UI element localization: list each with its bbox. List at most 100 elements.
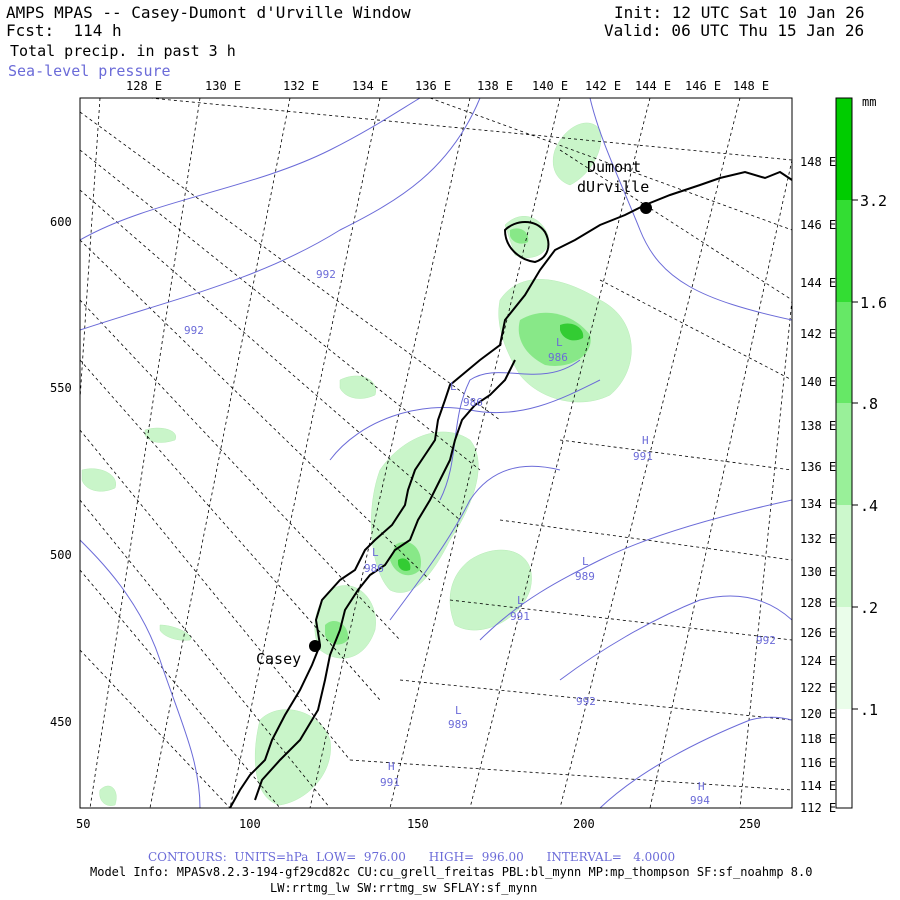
precip-area: [99, 785, 117, 806]
forecast-hour: Fcst: 114 h: [6, 21, 122, 40]
y-tick: 600: [50, 215, 72, 229]
lon-label: 138 E: [477, 79, 513, 93]
lon-label: 144 E: [635, 79, 671, 93]
precip-core: [325, 620, 349, 645]
lon-label: 112 E: [800, 801, 836, 815]
isobar-label: 992: [184, 324, 204, 337]
y-axis-ticks: 600 550 500 450: [50, 215, 72, 729]
isobar-labels: 992 992 986 986 986 989 989 991 991 992 …: [184, 268, 776, 807]
lon-label: 114 E: [800, 779, 836, 793]
isobar-label: 991: [380, 776, 400, 789]
top-lon-labels: 128 E 130 E 132 E 134 E 136 E 138 E 140 …: [126, 79, 769, 93]
lon-label: 116 E: [800, 756, 836, 770]
lon-label: 148 E: [733, 79, 769, 93]
station-marker-casey: [309, 640, 321, 652]
high-center: H: [388, 760, 395, 773]
isobar-label: 992: [756, 634, 776, 647]
precip-area: [144, 427, 177, 443]
lon-label: 148 E: [800, 155, 836, 169]
x-tick: 100: [239, 817, 261, 831]
colorbar-label: 3.2: [860, 192, 887, 210]
lon-label: 146 E: [800, 218, 836, 232]
colorbar-swatch: [836, 403, 852, 505]
right-lon-labels: 148 E 146 E 144 E 142 E 140 E 138 E 136 …: [800, 155, 836, 815]
colorbar-swatch: [836, 505, 852, 607]
isobar-label: 992: [316, 268, 336, 281]
precip-area: [255, 709, 331, 806]
isobar-label: 991: [633, 450, 653, 463]
station-label-casey: Casey: [256, 650, 301, 668]
precip-area: [449, 549, 532, 631]
lon-label: 118 E: [800, 732, 836, 746]
station-label-dumont-line1: Dumont: [587, 158, 641, 176]
lon-label: 136 E: [800, 460, 836, 474]
lon-label: 136 E: [415, 79, 451, 93]
precip-area: [81, 468, 117, 492]
lon-label: 132 E: [283, 79, 319, 93]
y-tick: 450: [50, 715, 72, 729]
init-time: Init: 12 UTC Sat 10 Jan 26: [614, 3, 865, 22]
low-center: L: [372, 546, 379, 559]
lon-label: 132 E: [800, 532, 836, 546]
lon-label: 122 E: [800, 681, 836, 695]
lon-label: 130 E: [205, 79, 241, 93]
x-tick: 50: [76, 817, 90, 831]
lon-label: 140 E: [532, 79, 568, 93]
y-tick: 550: [50, 381, 72, 395]
precip-area: [159, 624, 192, 641]
high-center: H: [642, 434, 649, 447]
colorbar-label: .1: [860, 701, 878, 719]
map-title: AMPS MPAS -- Casey-Dumont d'Urville Wind…: [6, 3, 411, 22]
colorbar-label: .2: [860, 599, 878, 617]
x-tick: 250: [739, 817, 761, 831]
station-label-dumont-line2: dUrville: [577, 178, 649, 196]
x-axis-ticks: 50 100 150 200 250: [76, 817, 761, 831]
lon-label: 144 E: [800, 276, 836, 290]
isobars: [80, 98, 792, 808]
lon-label: 128 E: [800, 596, 836, 610]
precip-core: [510, 228, 529, 244]
coastline: [229, 170, 792, 808]
isobar-label: 992: [576, 695, 596, 708]
colorbar-swatch: [836, 98, 852, 200]
colorbar-label: .4: [860, 497, 878, 515]
lon-label: 138 E: [800, 419, 836, 433]
lon-label: 134 E: [800, 497, 836, 511]
model-info: Model Info: MPASv8.2.3-194-gf29cd82c CU:…: [90, 865, 813, 879]
valid-time: Valid: 06 UTC Thu 15 Jan 26: [604, 21, 865, 40]
x-tick: 150: [407, 817, 429, 831]
precip-core: [390, 541, 421, 576]
lon-label: 140 E: [800, 375, 836, 389]
y-tick: 500: [50, 548, 72, 562]
low-center: L: [455, 704, 462, 717]
colorbar-label: 1.6: [860, 294, 887, 312]
isobar-label: 986: [548, 351, 568, 364]
precip-field: [81, 122, 632, 806]
colorbar-swatch: [836, 709, 852, 808]
contour-info: CONTOURS: UNITS=hPa LOW= 976.00 HIGH= 99…: [148, 850, 676, 864]
low-center: L: [582, 555, 589, 568]
lon-label: 130 E: [800, 565, 836, 579]
isobar-label: 986: [364, 562, 384, 575]
pressure-centers: L L L H L L H L H: [372, 336, 705, 793]
colorbar-unit: mm: [862, 95, 876, 109]
lon-label: 126 E: [800, 626, 836, 640]
isobar-label: 989: [448, 718, 468, 731]
high-center: H: [698, 780, 705, 793]
lon-label: 146 E: [685, 79, 721, 93]
colorbar-swatch: [836, 302, 852, 403]
precip-area: [552, 122, 602, 186]
precip-peak: [560, 323, 584, 341]
field-slp-label: Sea-level pressure: [8, 62, 171, 80]
lon-label: 142 E: [585, 79, 621, 93]
lon-label: 120 E: [800, 707, 836, 721]
low-center: L: [556, 336, 563, 349]
field-precip-label: Total precip. in past 3 h: [10, 42, 236, 60]
isobar-label: 994: [690, 794, 710, 807]
precip-colorbar: mm 3.2 1.6 .8 .4 .2 .1: [835, 95, 887, 809]
colorbar-swatch: [836, 607, 852, 709]
low-center: L: [450, 380, 457, 393]
isobar-label: 991: [510, 610, 530, 623]
isobar-label: 986: [463, 396, 483, 409]
